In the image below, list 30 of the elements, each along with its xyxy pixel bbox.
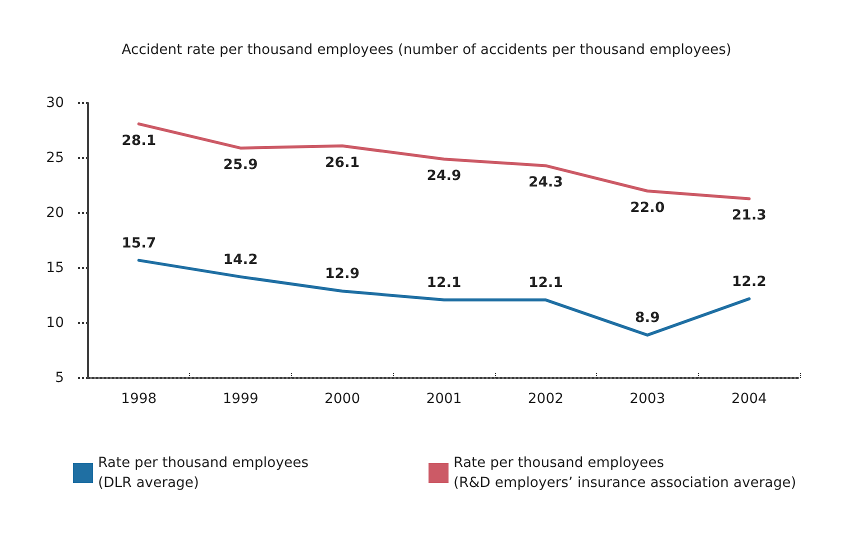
y-tick-label: 25 [46, 150, 64, 166]
data-label: 14.2 [223, 252, 258, 268]
legend-label: Rate per thousand employees (DLR average) [98, 455, 309, 491]
y-tick-label: 15 [46, 260, 64, 276]
y-tick-label: 10 [46, 315, 64, 331]
data-label: 21.3 [732, 208, 766, 224]
data-label: 12.1 [426, 274, 462, 291]
x-tick-label: 2003 [630, 391, 666, 407]
data-label: 12.9 [325, 266, 360, 282]
x-tick-label: 2002 [528, 391, 564, 407]
y-tick-label: 20 [46, 205, 64, 221]
x-tick-label: 2001 [426, 391, 462, 407]
data-label: 28.1 [122, 132, 156, 149]
x-tick-label: 2000 [324, 391, 360, 407]
x-tick-label: 2004 [731, 391, 768, 407]
chart-title: Accident rate per thousand employees (number of accidents per thousand employees) [122, 42, 732, 58]
y-tick-label: 5 [55, 370, 64, 386]
data-label: 25.9 [223, 157, 258, 174]
x-tick-label: 1999 [222, 391, 258, 407]
data-label: 12.2 [732, 274, 766, 290]
x-tick-label: 1998 [121, 391, 157, 407]
data-label: 24.9 [426, 168, 462, 184]
legend-label: Rate per thousand employees (R&D employers’ insurance association average) [454, 455, 796, 491]
data-label: 24.3 [528, 174, 563, 191]
data-label: 8.9 [635, 310, 660, 326]
y-tick-label: 30 [46, 95, 64, 111]
data-label: 22.0 [630, 200, 665, 216]
data-label: 26.1 [325, 154, 360, 171]
data-label: 12.1 [528, 274, 563, 291]
data-label: 15.7 [122, 235, 156, 252]
